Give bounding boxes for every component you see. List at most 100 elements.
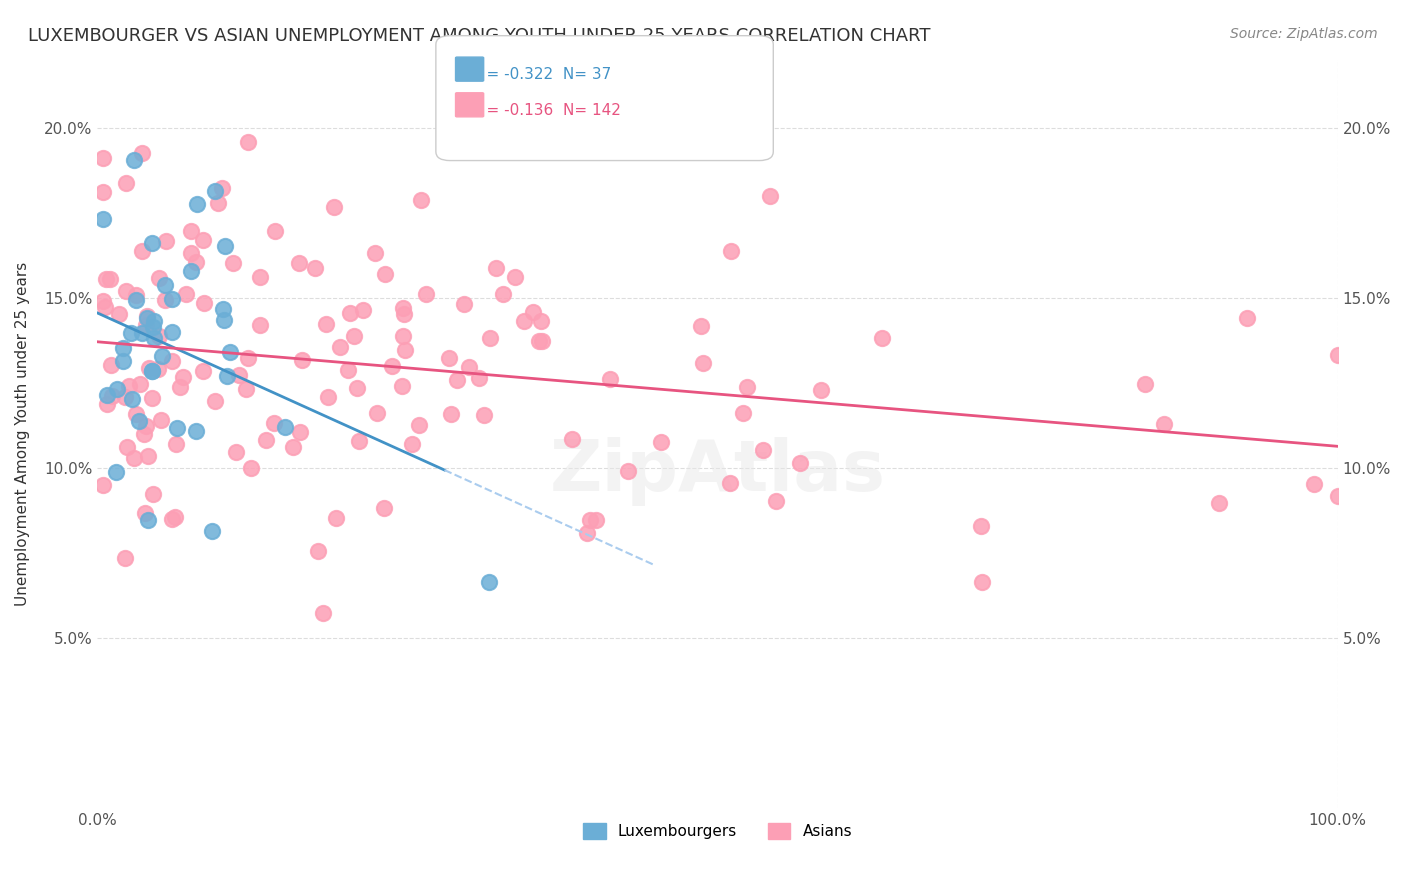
Point [283,440,305,454]
Point [263,224,285,238]
Point [491,287,513,301]
Point [972,575,994,590]
Point [131,244,153,258]
Point [401,437,423,451]
Point [105,465,128,479]
Point [219,345,242,359]
Point [458,359,481,374]
Point [204,393,226,408]
Point [522,305,544,319]
Point [169,380,191,394]
Point [530,314,553,328]
Point [114,551,136,566]
Point [249,318,271,333]
Point [288,256,311,270]
Point [121,392,143,406]
Point [1133,376,1156,391]
Point [765,493,787,508]
Point [1303,477,1326,491]
Point [153,293,176,307]
Point [970,519,993,533]
Point [392,301,415,315]
Point [336,362,359,376]
Point [136,309,159,323]
Point [98,272,121,286]
Point [193,233,215,247]
Point [531,334,554,349]
Point [91,478,114,492]
Point [91,211,114,226]
Point [125,293,148,308]
Point [478,331,501,345]
Point [166,421,188,435]
Point [148,329,170,343]
Point [142,486,165,500]
Point [322,200,344,214]
Point [503,270,526,285]
Point [191,363,214,377]
Point [162,326,184,340]
Point [225,445,247,459]
Point [172,370,194,384]
Point [575,526,598,541]
Point [111,353,134,368]
Point [735,379,758,393]
Point [141,235,163,250]
Point [437,351,460,366]
Point [373,500,395,515]
Point [155,234,177,248]
Point [120,326,142,341]
Point [347,434,370,448]
Point [114,390,136,404]
Point [346,381,368,395]
Text: R = -0.136  N= 142: R = -0.136 N= 142 [471,103,621,118]
Point [215,369,238,384]
Point [373,267,395,281]
Point [165,436,187,450]
Point [214,313,236,327]
Point [115,440,138,454]
Point [180,224,202,238]
Point [122,450,145,465]
Point [180,264,202,278]
Point [94,271,117,285]
Point [118,378,141,392]
Point [236,136,259,150]
Point [366,406,388,420]
Point [752,442,775,457]
Point [136,449,159,463]
Point [1326,489,1348,503]
Point [125,407,148,421]
Point [184,425,207,439]
Point [138,361,160,376]
Point [689,319,711,334]
Point [288,425,311,440]
Point [204,185,226,199]
Point [162,292,184,306]
Point [165,509,187,524]
Point [810,383,832,397]
Point [142,331,165,345]
Point [408,417,430,432]
Point [141,364,163,378]
Point [124,153,146,167]
Point [446,373,468,387]
Point [274,420,297,434]
Point [142,319,165,334]
Point [578,513,600,527]
Point [141,364,163,378]
Point [93,301,115,315]
Point [141,391,163,405]
Point [125,288,148,302]
Point [392,307,415,321]
Point [186,196,208,211]
Point [599,372,621,386]
Point [135,318,157,333]
Point [616,464,638,478]
Point [391,379,413,393]
Point [134,427,156,442]
Point [128,414,150,428]
Point [184,255,207,269]
Point [235,382,257,396]
Point [1208,495,1230,509]
